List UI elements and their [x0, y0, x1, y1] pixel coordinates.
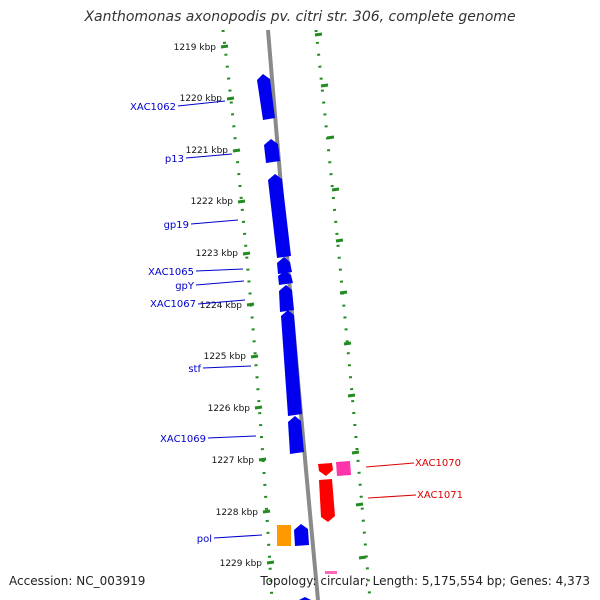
gene-xac1067-arrow[interactable]: [279, 285, 294, 312]
map-title: Xanthomonas axonopodis pv. citri str. 30…: [84, 9, 516, 25]
gene-stf-arrow[interactable]: [281, 310, 302, 416]
gene-label-stf[interactable]: stf: [188, 364, 201, 375]
gene-label-xac1067[interactable]: XAC1067: [150, 299, 196, 310]
gene-label-gpy[interactable]: gpY: [175, 281, 195, 292]
tick-1225: [250, 354, 259, 359]
pol-connector: [213, 534, 263, 539]
kbp-label: 1229 kbp: [220, 559, 263, 569]
kbp-label: 1227 kbp: [212, 456, 255, 466]
gene-xac1062-arrow[interactable]: [257, 74, 275, 120]
kbp-label: 1221 kbp: [186, 146, 229, 156]
gene-xac1070-arrow[interactable]: [318, 463, 333, 476]
gene-label-gp19[interactable]: gp19: [164, 220, 189, 231]
kbp-label: 1220 kbp: [180, 94, 223, 104]
gene-bottom-arrow[interactable]: [299, 597, 311, 600]
tick-1229: [266, 560, 275, 565]
gene-gp19-arrow[interactable]: [268, 174, 291, 258]
tick-1224: [246, 302, 255, 307]
gene-label-xac1065[interactable]: XAC1065: [148, 267, 194, 278]
gene-label-xac1069[interactable]: XAC1069: [160, 434, 206, 445]
xac1067-connector: [197, 299, 246, 305]
tick-1226: [254, 405, 263, 410]
gene-xac1069-arrow[interactable]: [288, 416, 304, 454]
gene-xac1071-arrow[interactable]: [319, 479, 335, 522]
kbp-label: 1225 kbp: [204, 352, 247, 362]
xac1065-connector: [195, 268, 244, 272]
genome-summary-text: Topology: circular; Length: 5,175,554 bp…: [260, 574, 590, 588]
tick-1221: [232, 148, 241, 153]
gene-label-xac1062[interactable]: XAC1062: [130, 102, 176, 113]
kbp-label: 1224 kbp: [200, 301, 243, 311]
gene-label-xac1071[interactable]: XAC1071: [417, 490, 463, 501]
xac1070-connector: [365, 462, 415, 468]
gene-pink-bottom[interactable]: [325, 571, 337, 574]
gene-label-p13[interactable]: p13: [165, 154, 184, 165]
kbp-label: 1223 kbp: [196, 249, 239, 259]
tick-1220: [226, 96, 235, 101]
xac1071-connector: [367, 494, 417, 499]
tick-1228: [262, 509, 271, 514]
gene-xac1065-arrow[interactable]: [277, 257, 292, 274]
kbp-label: 1222 kbp: [191, 197, 234, 207]
tick-1222: [237, 199, 246, 204]
kbp-label: 1219 kbp: [174, 43, 217, 53]
gene-p13-arrow[interactable]: [264, 139, 280, 163]
gene-label-xac1070[interactable]: XAC1070: [415, 458, 461, 469]
gp19-connector: [190, 219, 239, 225]
stf-connector: [202, 365, 252, 369]
accession-text: Accession: NC_003919: [9, 574, 146, 588]
gene-pink-arrow[interactable]: [336, 461, 351, 476]
kbp-label: 1226 kbp: [208, 404, 251, 414]
p13-connector: [185, 153, 233, 159]
tick-1223: [242, 251, 251, 256]
xac1069-connector: [207, 435, 257, 439]
tick-marks: [220, 32, 367, 565]
gene-orange-block[interactable]: [277, 525, 291, 546]
gene-label-pol[interactable]: pol: [197, 534, 212, 545]
gene-gpy-arrow[interactable]: [278, 271, 293, 285]
tick-1227: [258, 457, 267, 462]
gpy-connector: [195, 280, 245, 286]
gene-pol-arrow[interactable]: [294, 524, 309, 546]
kbp-label: 1228 kbp: [216, 508, 259, 518]
xac1062-connector: [177, 100, 226, 107]
tick-1219: [220, 44, 229, 49]
